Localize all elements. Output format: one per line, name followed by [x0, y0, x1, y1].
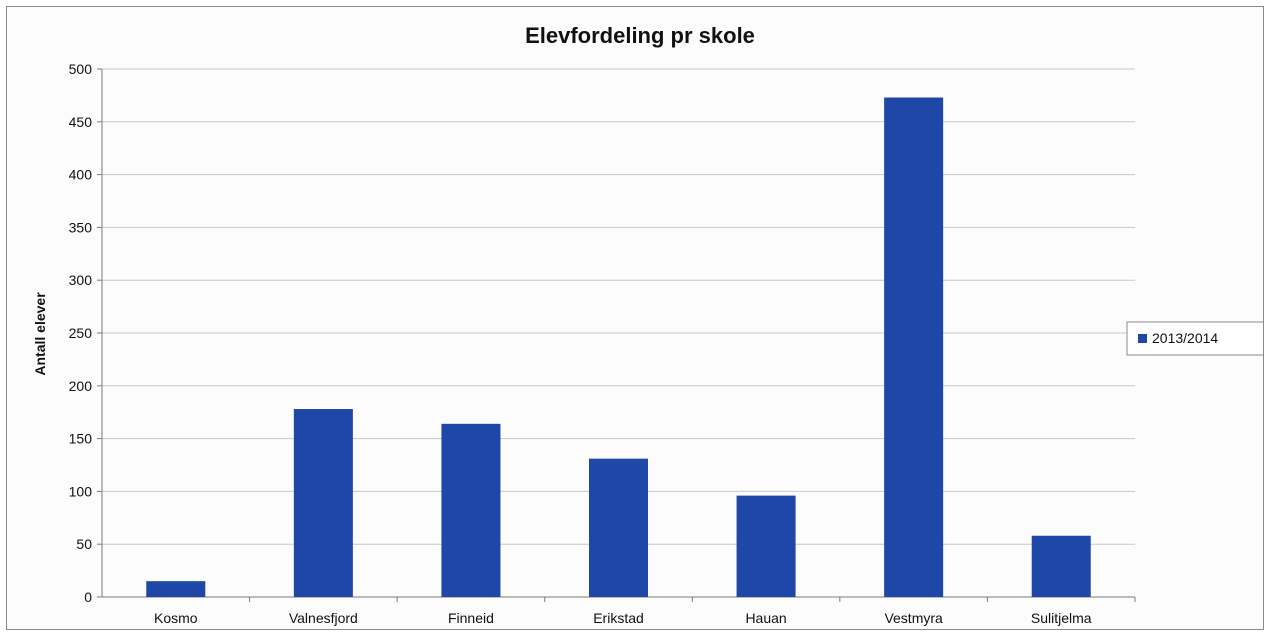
y-tick-label: 50	[76, 536, 92, 552]
x-tick-label: Hauan	[745, 610, 786, 626]
bar-valnesfjord	[293, 409, 353, 597]
bar-sulitjelma	[1031, 535, 1091, 597]
legend: 2013/2014	[1126, 321, 1265, 356]
y-axis-ticks: 0 50 100 150 200 250 300 350 400 450 500	[69, 61, 103, 605]
bar-finneid	[441, 423, 501, 597]
y-tick-label: 250	[69, 325, 93, 341]
bar-hauan	[736, 495, 796, 597]
y-tick-label: 350	[69, 219, 93, 235]
bar-kosmo	[146, 581, 206, 597]
bar-erikstad	[588, 458, 649, 597]
legend-swatch	[1138, 334, 1147, 343]
y-tick-label: 500	[69, 61, 93, 77]
y-tick-label: 300	[69, 272, 93, 288]
legend-label: 2013/2014	[1152, 330, 1218, 346]
bar-vestmyra	[884, 97, 944, 598]
x-tick-label: Kosmo	[154, 610, 198, 626]
bar-chart: Elevfordeling pr skole Antall elever 0 50…	[32, 23, 1265, 626]
x-axis-ticks: Kosmo Valnesfjord Finneid Erikstad Hauan Vest…	[154, 597, 1136, 626]
gridlines	[102, 68, 1135, 598]
bars	[146, 97, 1091, 598]
chart-frame: Elevfordeling pr skole Antall elever 0 50…	[6, 6, 1265, 630]
y-tick-label: 0	[84, 589, 92, 605]
y-tick-label: 150	[69, 431, 93, 447]
x-tick-label: Sulitjelma	[1031, 610, 1092, 626]
x-tick-label: Valnesfjord	[289, 610, 358, 626]
chart-title: Elevfordeling pr skole	[525, 23, 755, 48]
y-tick-label: 100	[69, 483, 93, 499]
x-tick-label: Erikstad	[593, 610, 644, 626]
x-tick-label: Finneid	[448, 610, 494, 626]
y-tick-label: 400	[69, 167, 93, 183]
y-axis-label: Antall elever	[32, 292, 48, 376]
x-tick-label: Vestmyra	[884, 610, 943, 626]
y-tick-label: 200	[69, 378, 93, 394]
y-tick-label: 450	[69, 114, 93, 130]
